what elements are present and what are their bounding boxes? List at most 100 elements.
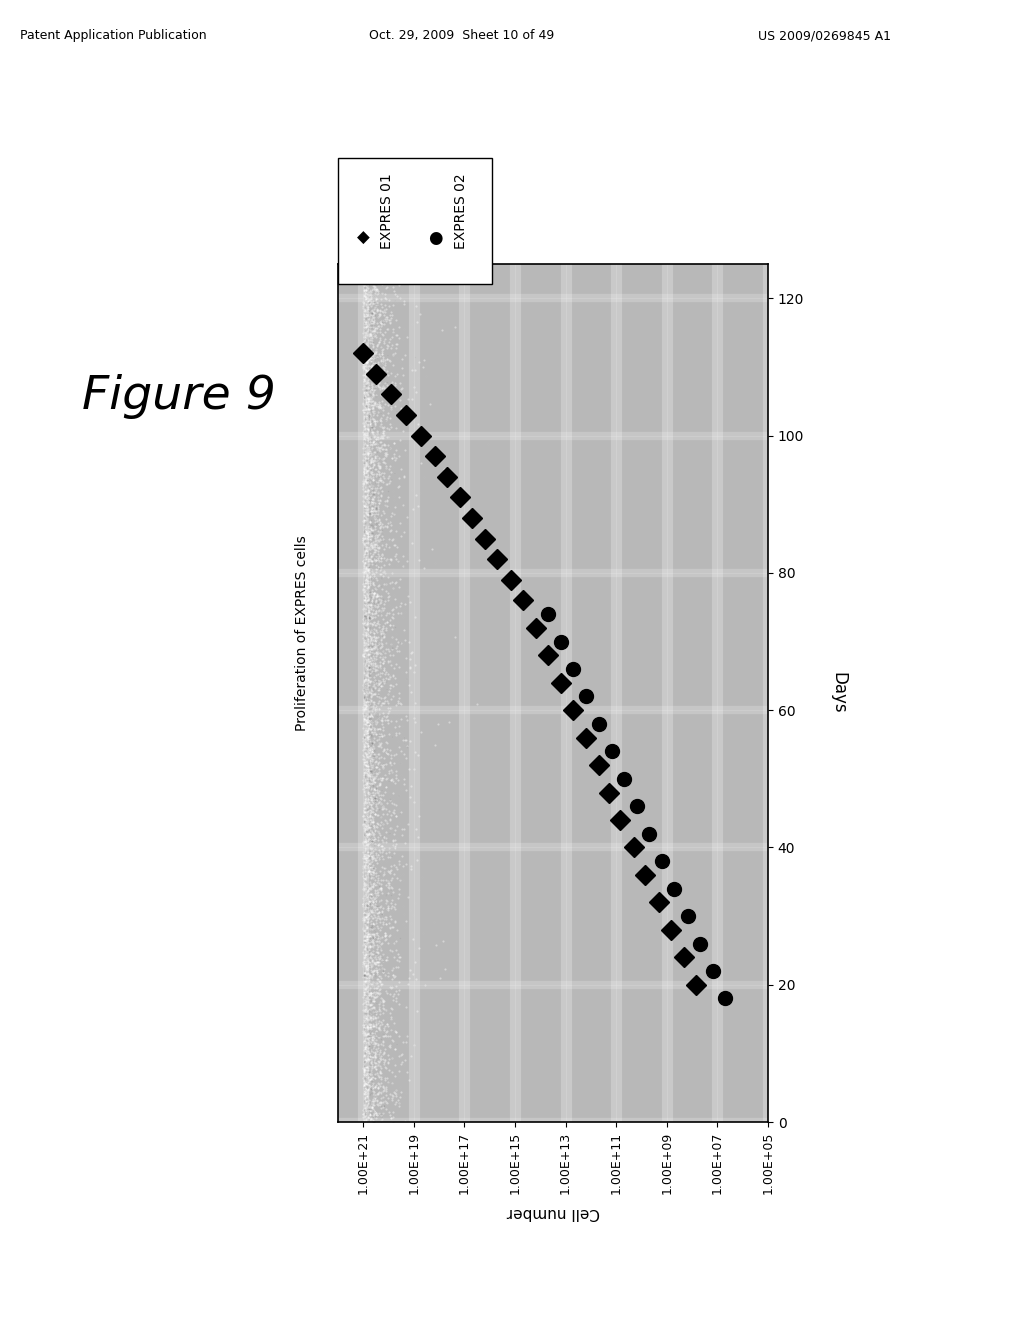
- Point: [360, 904, 377, 925]
- Point: [364, 689, 380, 710]
- Point: [362, 722, 379, 743]
- Point: [359, 578, 376, 599]
- Point: [355, 432, 372, 453]
- Point: [359, 645, 376, 667]
- Point: [361, 1105, 378, 1126]
- Point: [355, 335, 372, 356]
- Point: [360, 941, 377, 962]
- Point: [361, 803, 378, 824]
- Point: [369, 416, 385, 437]
- Point: [362, 706, 379, 727]
- Point: [356, 853, 373, 874]
- Point: [384, 372, 400, 393]
- Point: [374, 673, 390, 694]
- Point: [360, 1036, 377, 1057]
- Point: [383, 876, 399, 898]
- Point: [356, 1069, 373, 1090]
- Point: [373, 623, 389, 644]
- Point: [357, 560, 374, 581]
- Point: [358, 339, 375, 360]
- Point: [364, 894, 380, 915]
- Point: [380, 673, 396, 694]
- Point: [356, 866, 373, 887]
- Point: [368, 993, 384, 1014]
- Point: [360, 1089, 377, 1110]
- Point: [371, 1012, 387, 1034]
- Point: [380, 964, 396, 985]
- Point: [362, 857, 379, 878]
- Point: [359, 978, 376, 999]
- Point: [361, 840, 378, 861]
- Point: [365, 260, 381, 281]
- Point: [356, 1040, 373, 1061]
- Point: [356, 862, 373, 883]
- Point: [359, 1106, 376, 1127]
- Point: [361, 425, 378, 446]
- Point: [362, 296, 379, 317]
- Point: [355, 1090, 372, 1111]
- Point: [386, 837, 402, 858]
- Point: [355, 780, 372, 801]
- Point: [362, 407, 379, 428]
- Point: [359, 681, 376, 702]
- Point: [360, 760, 377, 781]
- Point: [357, 302, 374, 323]
- Point: [355, 539, 372, 560]
- Point: [378, 760, 394, 781]
- Point: [356, 1031, 373, 1052]
- Point: [357, 1056, 374, 1077]
- Point: [356, 1080, 373, 1101]
- Point: [366, 482, 382, 503]
- Point: [381, 837, 397, 858]
- Point: [357, 997, 374, 1018]
- Point: [370, 482, 386, 503]
- Point: [362, 273, 379, 294]
- Point: [369, 706, 385, 727]
- Point: [359, 277, 376, 298]
- Point: [360, 306, 377, 327]
- Point: [392, 546, 409, 568]
- Point: [362, 834, 379, 855]
- Point: [355, 814, 372, 836]
- Point: [357, 275, 374, 296]
- Point: [364, 653, 380, 675]
- Point: [357, 940, 374, 961]
- Point: [355, 498, 372, 519]
- Point: [366, 387, 382, 408]
- Point: [369, 731, 385, 752]
- Point: [358, 975, 375, 997]
- Point: [356, 372, 373, 393]
- Point: [390, 611, 407, 632]
- Point: [356, 370, 373, 391]
- Point: [376, 561, 392, 582]
- Point: [402, 591, 419, 612]
- Point: [360, 486, 377, 507]
- Point: [379, 989, 395, 1010]
- Point: [396, 495, 413, 516]
- Point: [357, 764, 374, 785]
- Point: [356, 486, 373, 507]
- Point: [381, 785, 397, 807]
- Point: [370, 474, 386, 495]
- Point: [375, 1102, 391, 1123]
- Point: [364, 459, 380, 480]
- Point: [359, 297, 376, 318]
- Point: [357, 1018, 374, 1039]
- Point: [356, 1100, 373, 1121]
- Point: [392, 389, 409, 411]
- Point: [377, 718, 393, 739]
- Point: [356, 932, 373, 953]
- Point: [356, 962, 373, 983]
- Point: [361, 359, 378, 380]
- Point: [356, 496, 373, 517]
- Point: [358, 968, 375, 989]
- Point: [362, 462, 379, 483]
- Point: [367, 1081, 383, 1102]
- Point: [381, 284, 397, 305]
- Point: [359, 829, 376, 850]
- Point: [367, 469, 383, 490]
- Point: [369, 895, 385, 916]
- Point: [361, 760, 378, 781]
- Point: [362, 597, 379, 618]
- Point: [366, 987, 382, 1008]
